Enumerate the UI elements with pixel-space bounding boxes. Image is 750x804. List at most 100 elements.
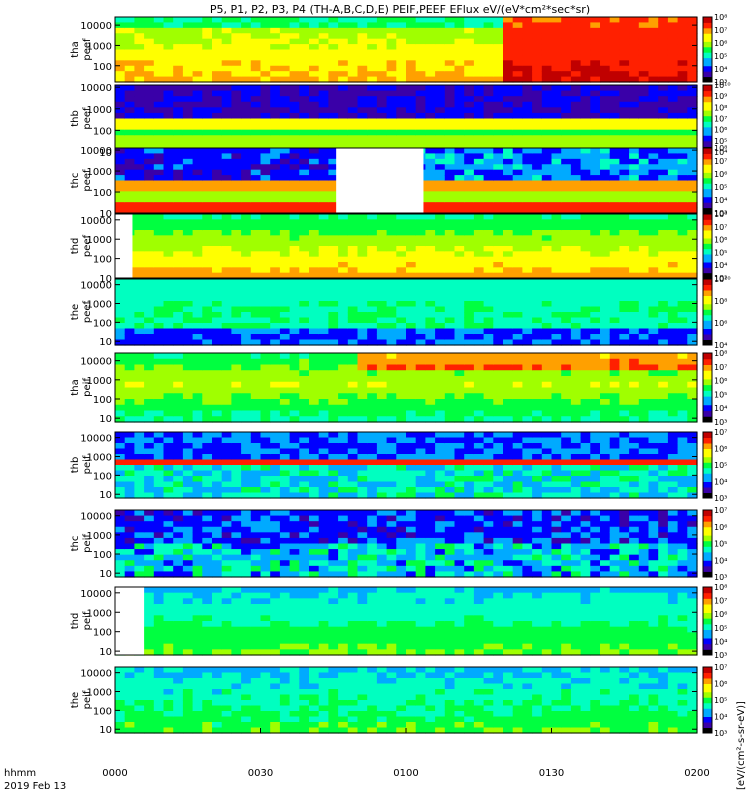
- heat-cell: [212, 411, 222, 417]
- heat-cell: [270, 376, 280, 382]
- heat-cell: [348, 353, 358, 359]
- heat-cell: [678, 135, 688, 141]
- heat-cell: [561, 164, 571, 170]
- heat-cell: [396, 476, 406, 482]
- heat-cell: [610, 186, 620, 192]
- heat-cell: [367, 449, 377, 455]
- heat-cell: [319, 376, 329, 382]
- heat-cell: [261, 225, 271, 231]
- heat-cell: [561, 44, 571, 50]
- heat-cell: [338, 107, 348, 113]
- heat-cell: [338, 262, 348, 268]
- heat-cell: [474, 405, 484, 411]
- heat-cell: [668, 202, 678, 208]
- heat-cell: [358, 113, 368, 119]
- heat-cell: [241, 376, 251, 382]
- heat-cell: [435, 44, 445, 50]
- heat-cell: [387, 353, 397, 359]
- heat-cell: [280, 181, 290, 187]
- heat-cell: [649, 91, 659, 97]
- heat-cell: [522, 113, 532, 119]
- heat-cell: [581, 107, 591, 113]
- heat-cell: [387, 405, 397, 411]
- heat-cell: [522, 296, 532, 302]
- heat-cell: [416, 251, 426, 257]
- heat-cell: [193, 471, 203, 477]
- heat-cell: [241, 301, 251, 307]
- heat-cell: [425, 153, 435, 159]
- heat-cell: [619, 202, 629, 208]
- heat-cell: [261, 60, 271, 66]
- heat-cell: [328, 141, 338, 147]
- heat-cell: [590, 246, 600, 252]
- heat-cell: [154, 50, 164, 56]
- heat-cell: [290, 113, 300, 119]
- heat-cell: [134, 107, 144, 113]
- colorbar-segment: [703, 376, 712, 379]
- heat-cell: [290, 214, 300, 220]
- heat-cell: [581, 71, 591, 77]
- heat-cell: [367, 22, 377, 28]
- heat-cell: [493, 285, 503, 291]
- colorbar-segment: [703, 353, 712, 356]
- heat-cell: [649, 411, 659, 417]
- heat-cell: [406, 251, 416, 257]
- heat-cell: [377, 388, 387, 394]
- heat-cell: [678, 39, 688, 45]
- heat-cell: [668, 91, 678, 97]
- heat-cell: [552, 202, 562, 208]
- heat-cell: [290, 130, 300, 136]
- heat-cell: [202, 399, 212, 405]
- heat-cell: [552, 107, 562, 113]
- heat-cell: [338, 405, 348, 411]
- heat-cell: [464, 96, 474, 102]
- heat-cell: [251, 267, 261, 273]
- heat-cell: [251, 214, 261, 220]
- heat-cell: [358, 262, 368, 268]
- heat-cell: [639, 290, 649, 296]
- heat-cell: [231, 257, 241, 263]
- heat-cell: [552, 50, 562, 56]
- heat-cell: [513, 91, 523, 97]
- heat-cell: [474, 365, 484, 371]
- heat-cell: [125, 44, 135, 50]
- heat-cell: [435, 119, 445, 125]
- heat-cell: [455, 225, 465, 231]
- heat-cell: [164, 432, 174, 438]
- heat-cell: [484, 186, 494, 192]
- heat-cell: [251, 482, 261, 488]
- heat-cell: [678, 153, 688, 159]
- heat-cell: [552, 175, 562, 181]
- heat-cell: [125, 465, 135, 471]
- heat-cell: [629, 66, 639, 72]
- colorbar-segment: [703, 399, 712, 402]
- heat-cell: [406, 66, 416, 72]
- heat-cell: [493, 135, 503, 141]
- heat-cell: [425, 432, 435, 438]
- heat-cell: [299, 22, 309, 28]
- heat-cell: [600, 33, 610, 39]
- heat-cell: [600, 55, 610, 61]
- heat-cell: [144, 191, 154, 197]
- heat-cell: [396, 251, 406, 257]
- heat-cell: [493, 197, 503, 203]
- heat-cell: [571, 318, 581, 324]
- heat-cell: [639, 359, 649, 365]
- heat-cell: [561, 91, 571, 97]
- heat-cell: [261, 388, 271, 394]
- heat-cell: [328, 22, 338, 28]
- heat-cell: [125, 102, 135, 108]
- heat-cell: [183, 148, 193, 154]
- heat-cell: [231, 449, 241, 455]
- heat-cell: [493, 376, 503, 382]
- heat-cell: [173, 465, 183, 471]
- heat-cell: [280, 432, 290, 438]
- heat-cell: [222, 55, 232, 61]
- heat-cell: [425, 214, 435, 220]
- heat-cell: [164, 487, 174, 493]
- heat-cell: [348, 33, 358, 39]
- heat-cell: [619, 219, 629, 225]
- heat-cell: [552, 225, 562, 231]
- heat-cell: [561, 285, 571, 291]
- heat-cell: [358, 405, 368, 411]
